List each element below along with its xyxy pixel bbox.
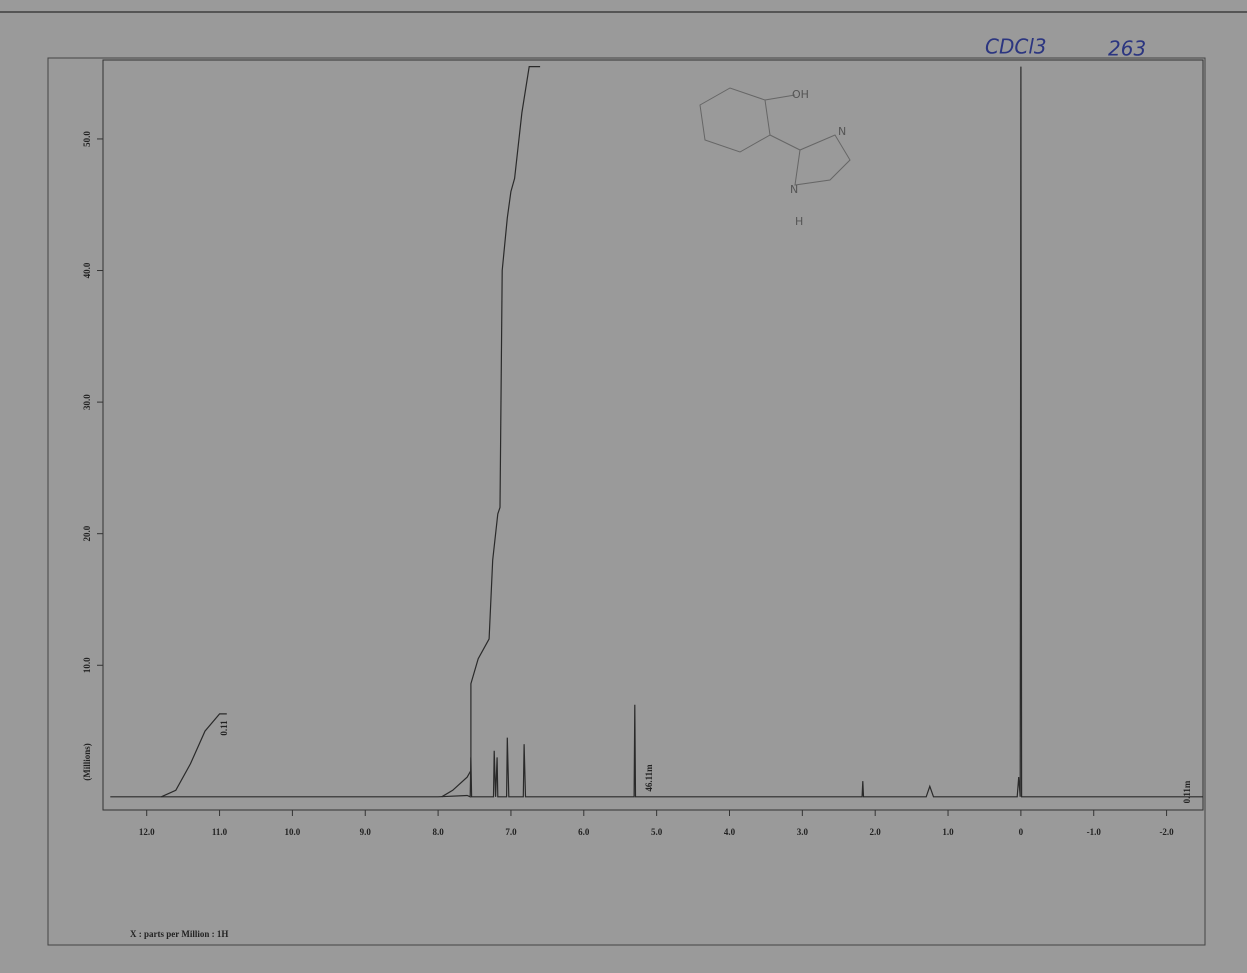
y-tick-label: 30.0 <box>82 394 92 410</box>
x-axis-label: X : parts per Million : 1H <box>130 929 228 939</box>
sample-note: 263 <box>1108 37 1146 61</box>
x-tick-label: -2.0 <box>1159 827 1174 837</box>
y-axis-label: (Millions) <box>82 743 92 781</box>
solvent-note: CDCl3 <box>985 35 1047 59</box>
x-tick-label: 6.0 <box>578 827 590 837</box>
y-tick-label: 10.0 <box>82 657 92 673</box>
y-tick-label: 20.0 <box>82 525 92 541</box>
y-tick-label: 50.0 <box>82 131 92 147</box>
y-tick-label: 40.0 <box>82 262 92 278</box>
x-tick-label: 7.0 <box>505 827 517 837</box>
x-tick-label: 10.0 <box>285 827 301 837</box>
frame <box>47 57 1206 946</box>
x-tick-label: 2.0 <box>870 827 882 837</box>
integral-label: 46.11m <box>644 764 654 792</box>
x-tick-label: 8.0 <box>432 827 444 837</box>
x-tick-label: 4.0 <box>724 827 736 837</box>
spectrum-line <box>441 66 541 798</box>
structure-label: N <box>838 125 846 138</box>
structure-label: N <box>790 183 798 196</box>
x-tick-label: 3.0 <box>797 827 809 837</box>
x-tick-label: 12.0 <box>139 827 155 837</box>
spectrum-line <box>161 713 227 798</box>
x-tick-label: 11.0 <box>212 827 228 837</box>
integral-label: 0.11m <box>1182 780 1192 803</box>
spectrum-line <box>110 66 1203 798</box>
x-tick-label: 9.0 <box>360 827 372 837</box>
structure-label: OH <box>792 88 809 101</box>
plot-box <box>102 59 1204 811</box>
x-tick-label: 1.0 <box>942 827 954 837</box>
structure-sketch <box>699 87 851 186</box>
x-tick-label: -1.0 <box>1087 827 1102 837</box>
integral-label: 0.11 <box>219 720 229 736</box>
x-tick-label: 5.0 <box>651 827 663 837</box>
structure-label: H <box>795 215 803 228</box>
x-tick-label: 0 <box>1019 827 1024 837</box>
